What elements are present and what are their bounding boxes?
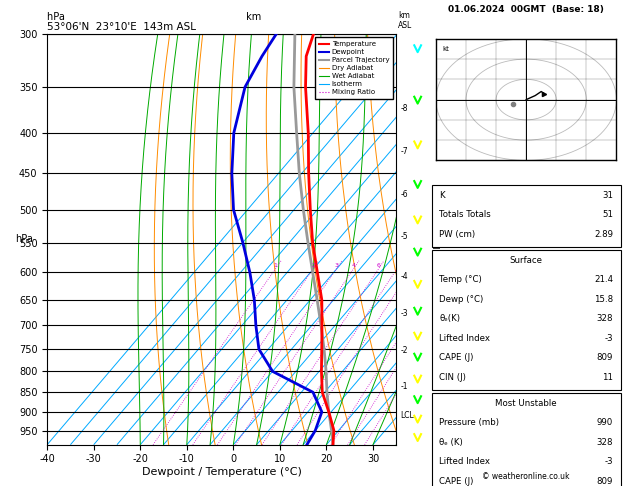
Text: hPa: hPa <box>16 234 33 244</box>
Text: © weatheronline.co.uk: © weatheronline.co.uk <box>482 472 570 481</box>
Bar <box>431 250 621 390</box>
Text: -3: -3 <box>401 310 408 318</box>
Text: -7: -7 <box>401 147 408 156</box>
Text: 2.89: 2.89 <box>594 230 613 239</box>
Text: θₑ (K): θₑ (K) <box>439 438 463 447</box>
Text: hPa                                                          km: hPa km <box>47 12 262 22</box>
Text: -2: -2 <box>401 346 408 355</box>
X-axis label: Dewpoint / Temperature (°C): Dewpoint / Temperature (°C) <box>142 467 302 477</box>
Text: Totals Totals: Totals Totals <box>439 210 491 219</box>
Text: 53°06'N  23°10'E  143m ASL: 53°06'N 23°10'E 143m ASL <box>47 21 196 32</box>
Text: 328: 328 <box>596 314 613 323</box>
Text: Surface: Surface <box>509 256 543 265</box>
Text: 1: 1 <box>274 263 277 268</box>
Text: 51: 51 <box>602 210 613 219</box>
Text: -1: -1 <box>401 382 408 391</box>
Text: 6: 6 <box>377 263 381 268</box>
Text: Lifted Index: Lifted Index <box>439 457 490 466</box>
Text: Mixing Ratio (g/kg): Mixing Ratio (g/kg) <box>433 200 443 279</box>
Text: -4: -4 <box>401 272 408 281</box>
Text: K: K <box>439 191 445 200</box>
Text: 11: 11 <box>602 373 613 382</box>
Text: Pressure (mb): Pressure (mb) <box>439 418 499 427</box>
Text: 2: 2 <box>311 263 315 268</box>
Text: -3: -3 <box>604 457 613 466</box>
Text: 990: 990 <box>597 418 613 427</box>
Text: Temp (°C): Temp (°C) <box>439 276 482 284</box>
Text: -3: -3 <box>604 334 613 343</box>
Text: 31: 31 <box>602 191 613 200</box>
Text: 3: 3 <box>335 263 338 268</box>
Text: -8: -8 <box>401 104 408 113</box>
Text: Lifted Index: Lifted Index <box>439 334 490 343</box>
Text: 809: 809 <box>597 353 613 362</box>
Text: CAPE (J): CAPE (J) <box>439 477 474 486</box>
Text: 21.4: 21.4 <box>594 276 613 284</box>
Text: 01.06.2024  00GMT  (Base: 18): 01.06.2024 00GMT (Base: 18) <box>448 5 604 14</box>
Text: Most Unstable: Most Unstable <box>496 399 557 408</box>
Text: CAPE (J): CAPE (J) <box>439 353 474 362</box>
Text: LCL: LCL <box>401 411 414 420</box>
Legend: Temperature, Dewpoint, Parcel Trajectory, Dry Adiabat, Wet Adiabat, Isotherm, Mi: Temperature, Dewpoint, Parcel Trajectory… <box>315 37 392 99</box>
Text: 4: 4 <box>352 263 356 268</box>
Text: θₑ(K): θₑ(K) <box>439 314 460 323</box>
Text: 328: 328 <box>596 438 613 447</box>
Bar <box>431 185 621 247</box>
Text: 809: 809 <box>597 477 613 486</box>
Text: Dewp (°C): Dewp (°C) <box>439 295 484 304</box>
Text: kt: kt <box>442 46 448 52</box>
Text: -5: -5 <box>401 232 408 241</box>
Text: km
ASL: km ASL <box>398 11 412 30</box>
Text: PW (cm): PW (cm) <box>439 230 476 239</box>
Text: CIN (J): CIN (J) <box>439 373 466 382</box>
Text: 15.8: 15.8 <box>594 295 613 304</box>
Bar <box>431 393 621 486</box>
Text: -6: -6 <box>401 190 408 199</box>
